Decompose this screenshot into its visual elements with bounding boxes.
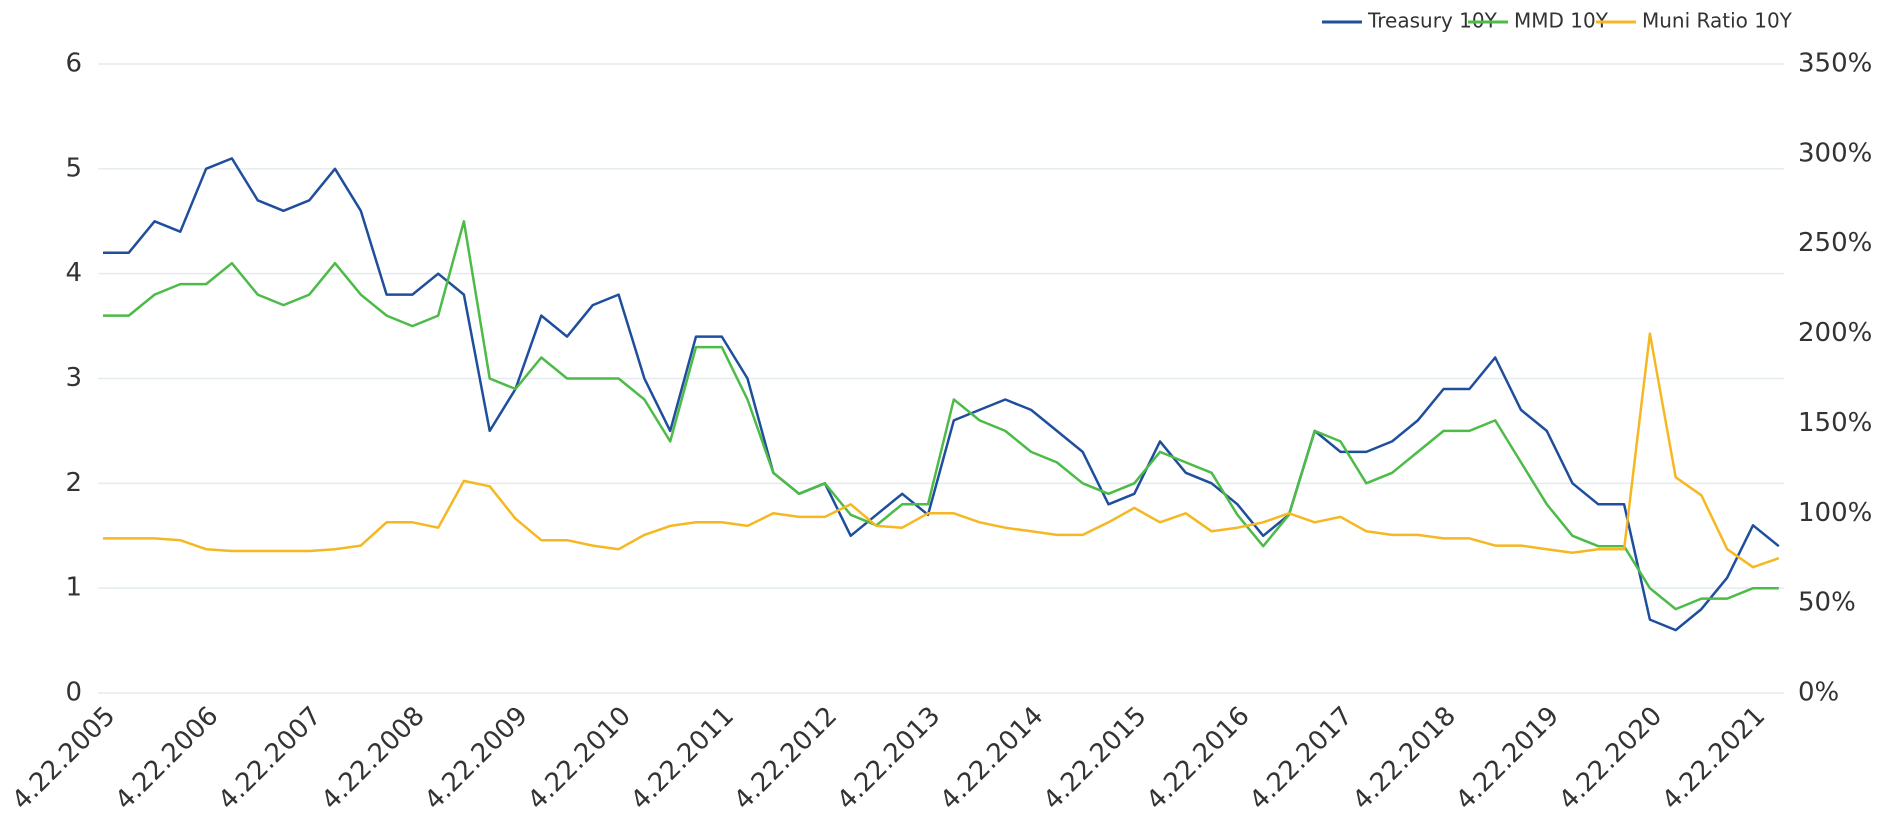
x-tick-label: 4.22.2013 [831, 701, 946, 816]
y-tick-label: 0 [65, 678, 82, 708]
x-tick-label: 4.22.2009 [419, 701, 534, 816]
x-tick-label: 4.22.2016 [1141, 701, 1256, 816]
y2-tick-label: 250% [1798, 228, 1872, 258]
series-line [103, 332, 1780, 569]
y2-tick-label: 200% [1798, 318, 1872, 348]
legend-label: Muni Ratio 10Y [1642, 9, 1793, 33]
x-tick-label: 4.22.2020 [1553, 701, 1668, 816]
y2-tick-label: 100% [1798, 498, 1872, 528]
x-tick-label: 4.22.2015 [1038, 701, 1153, 816]
x-tick-label: 4.22.2008 [316, 701, 431, 816]
y-tick-label: 3 [65, 363, 82, 393]
y-tick-label: 6 [65, 49, 82, 79]
y-tick-label: 5 [65, 153, 82, 183]
x-tick-label: 4.22.2018 [1347, 701, 1462, 816]
y-tick-label: 1 [65, 573, 82, 603]
x-tick-label: 4.22.2012 [728, 701, 843, 816]
x-tick-label: 4.22.2019 [1450, 701, 1565, 816]
x-tick-label: 4.22.2011 [625, 701, 740, 816]
y2-tick-label: 0% [1798, 678, 1839, 708]
x-tick-label: 4.22.2017 [1244, 701, 1359, 816]
x-tick-label: 4.22.2021 [1656, 701, 1771, 816]
legend-label: MMD 10Y [1514, 9, 1609, 33]
y-tick-label: 2 [65, 468, 82, 498]
series-line [103, 220, 1779, 611]
y2-tick-label: 150% [1798, 408, 1872, 438]
y-tick-label: 4 [65, 258, 82, 288]
x-tick-label: 4.22.2010 [522, 701, 637, 816]
x-tick-label: 4.22.2005 [6, 701, 121, 816]
x-tick-label: 4.22.2014 [935, 701, 1050, 816]
x-tick-label: 4.22.2006 [110, 701, 225, 816]
series-line [103, 157, 1780, 632]
y2-tick-label: 50% [1798, 588, 1856, 618]
y2-tick-label: 300% [1798, 138, 1872, 168]
x-tick-label: 4.22.2007 [213, 701, 328, 816]
y2-tick-label: 350% [1798, 49, 1872, 79]
